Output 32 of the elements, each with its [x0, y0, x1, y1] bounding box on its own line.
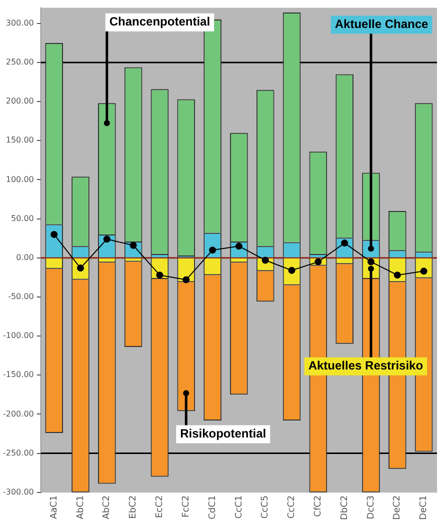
series-label: Risikopotential: [180, 426, 266, 441]
y-tick-label: 200.00: [6, 96, 34, 106]
y-tick-label: 100.00: [6, 174, 34, 184]
x-tick-label: DeC2: [392, 495, 403, 520]
x-tick-label: CfC2: [314, 495, 324, 517]
y-tick-label: 300.00: [6, 18, 34, 28]
x-tick-label: CcC2: [287, 495, 298, 519]
x-tick-label: DbC2: [340, 495, 350, 520]
y-tick-label: -200.00: [2, 409, 34, 418]
x-tick-label: CcC1: [234, 495, 244, 519]
text: Aktuelles Restrisiko: [308, 358, 424, 373]
x-tick-label: AbC2: [102, 495, 112, 520]
y-tick-label: 0.00: [16, 252, 34, 262]
y-tick-label: -50.00: [8, 292, 34, 302]
y-tick-label: -300.00: [2, 487, 34, 496]
y-tick-label: 250.00: [6, 58, 34, 67]
y-tick-label: -100.00: [2, 331, 34, 340]
y-tick-label: -250.00: [2, 448, 34, 458]
series-label: Chancenpotential: [109, 14, 210, 29]
x-tick-label: CcC5: [260, 495, 271, 519]
x-tick-label: EcC2: [155, 495, 166, 518]
y-tick-label: 150.00: [6, 136, 34, 145]
x-tick-label: DcC3: [366, 495, 376, 520]
text: Aktuelle Chance: [334, 17, 429, 32]
x-tick-label: FcC2: [181, 495, 192, 518]
x-tick-label: AaC1: [49, 495, 60, 520]
x-tick-label: AbC1: [76, 495, 86, 520]
x-tick-label: EbC2: [128, 495, 139, 519]
x-tick-label: DeC1: [419, 495, 430, 520]
y-tick-label: -150.00: [2, 370, 34, 380]
y-tick-label: 50.00: [10, 214, 34, 223]
x-tick-label: CdC1: [208, 495, 218, 520]
